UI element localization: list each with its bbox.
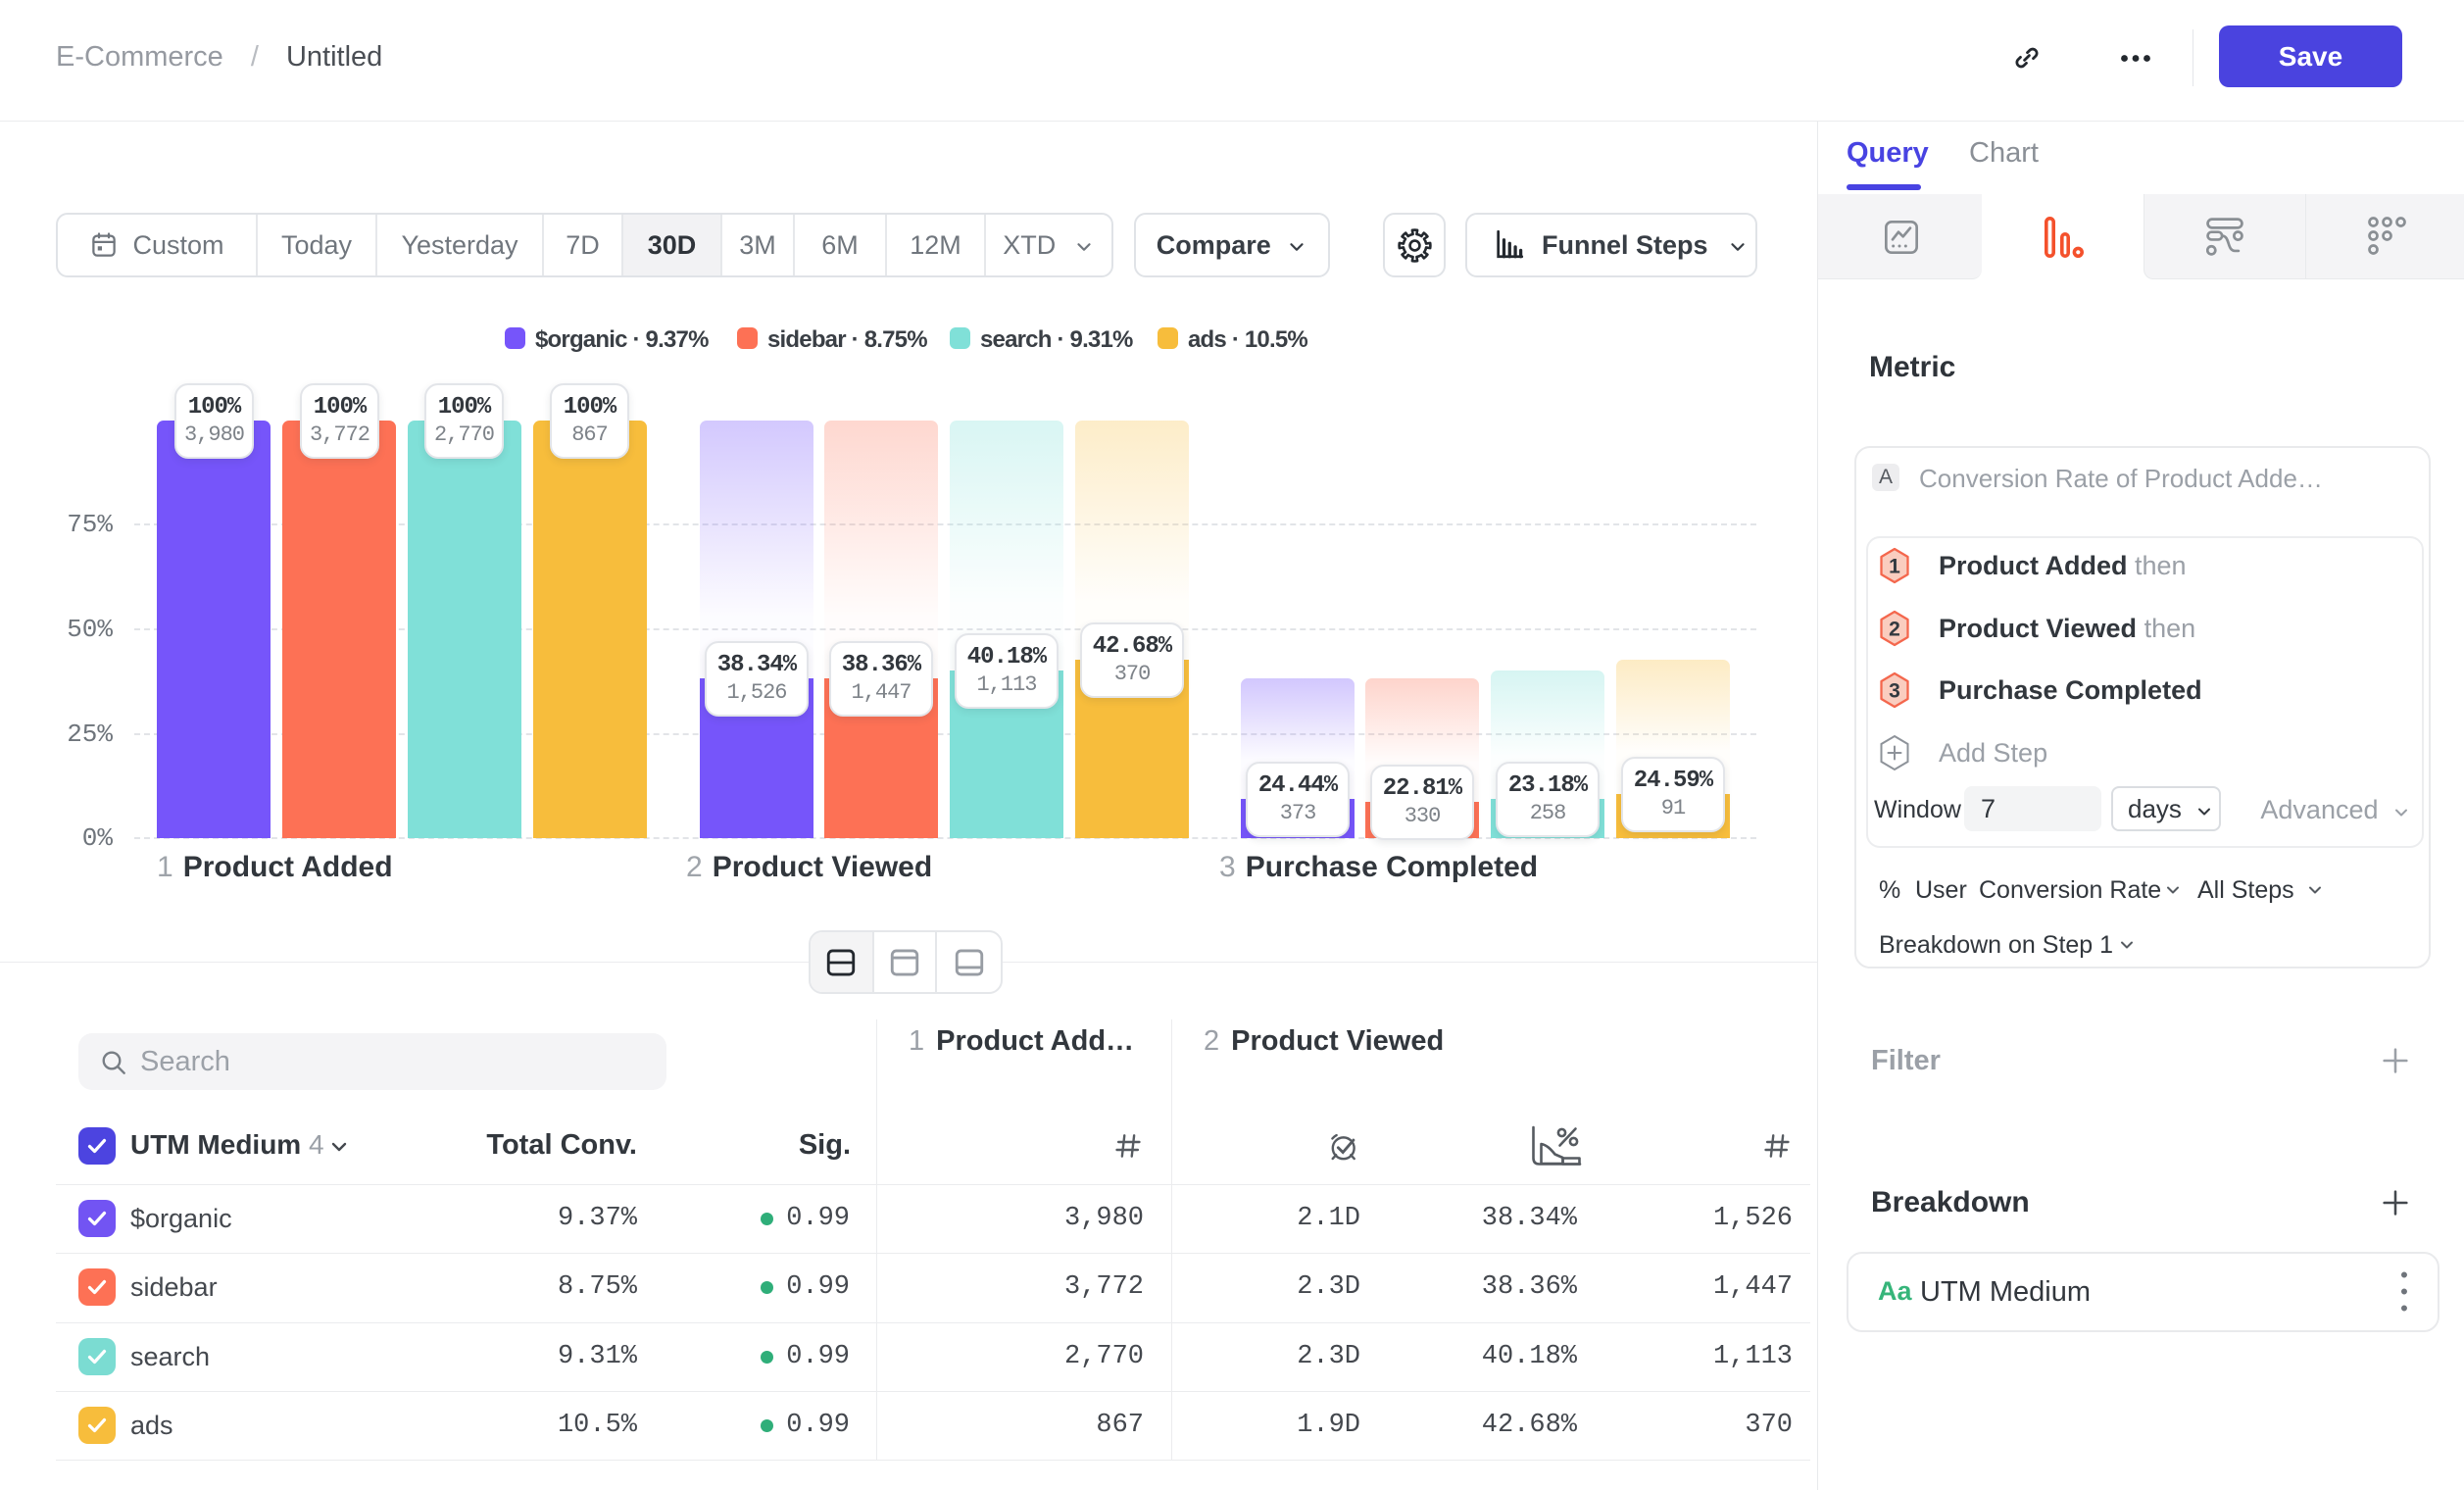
- svg-text:2: 2: [1889, 619, 1900, 641]
- svg-text:1: 1: [1889, 556, 1900, 578]
- svg-text:3: 3: [1889, 680, 1900, 703]
